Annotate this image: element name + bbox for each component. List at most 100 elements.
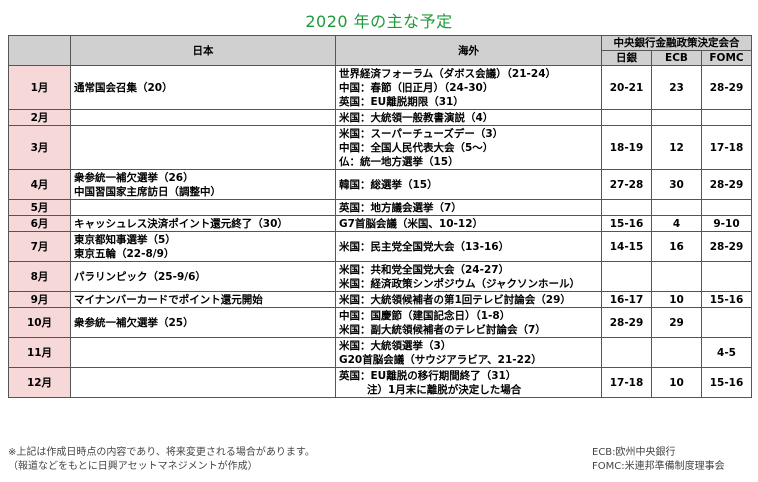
table-row: 9月 マイナンバーカードでポイント還元開始 米国：大統領候補者の第1回テレビ討論会（…	[8, 291, 753, 308]
ecb-meeting-cell: 16	[651, 231, 702, 262]
overseas-event: 仏：統一地方選挙（15）	[339, 155, 459, 168]
japan-events-cell: 通常国会召集（20）	[70, 65, 336, 110]
month-cell: 3月	[8, 125, 71, 170]
table-row: 11月 米国：大統領選挙（3） G20首脳会議（サウジアラビア、21-22） 4-5	[8, 337, 753, 368]
japan-event: 衆参統一補欠選挙（25）	[74, 316, 194, 329]
japan-event: 中国習国家主席訪日（調整中）	[74, 185, 221, 198]
overseas-event: 世界経済フォーラム（ダボス会議）（21-24）	[339, 67, 557, 80]
boj-meeting-cell: 28-29	[601, 307, 652, 338]
overseas-events-cell: 世界経済フォーラム（ダボス会議）（21-24） 中国：春節（旧正月）（24-30）…	[335, 65, 602, 110]
overseas-event: 米国：大統領候補者の第1回テレビ討論会（29）	[339, 293, 571, 306]
overseas-events-cell: 米国：大統領一般教書演説（4）	[335, 109, 602, 126]
boj-meeting-cell	[601, 199, 652, 216]
japan-events-cell: 東京都知事選挙（5） 東京五輪（22-8/9）	[70, 231, 336, 262]
fomc-meeting-cell: 28-29	[700, 231, 753, 262]
ecb-meeting-cell: 12	[651, 125, 702, 170]
overseas-events-cell: 米国：大統領候補者の第1回テレビ討論会（29）	[335, 291, 602, 308]
japan-events-cell	[70, 199, 336, 216]
overseas-event: 米国：共和党全国党大会（24-27）	[339, 263, 510, 276]
footnote-fomc: FOMC:米連邦準備制度理事会	[592, 461, 725, 472]
month-cell: 7月	[8, 231, 71, 262]
ecb-meeting-cell: 23	[651, 65, 702, 110]
japan-event: 通常国会召集（20）	[74, 81, 173, 94]
table-row: 10月 衆参統一補欠選挙（25） 中国：国慶節（建国記念日）（1-8） 米国：副大統領…	[8, 307, 753, 338]
fomc-meeting-cell: 28-29	[700, 169, 753, 200]
boj-meeting-cell: 18-19	[601, 125, 652, 170]
japan-event: 東京都知事選挙（5）	[74, 233, 176, 246]
overseas-event: 中国：国慶節（建国記念日）（1-8）	[339, 309, 511, 322]
overseas-events-cell: 米国：共和党全国党大会（24-27） 米国：経済政策シンポジウム（ジャクソンホール…	[335, 261, 602, 292]
japan-event: マイナンバーカードでポイント還元開始	[74, 293, 263, 306]
overseas-event: 米国：経済政策シンポジウム（ジャクソンホール）	[339, 277, 580, 290]
overseas-event: 米国：大統領選挙（3）	[339, 339, 452, 352]
table-row: 7月 東京都知事選挙（5） 東京五輪（22-8/9） 米国：民主党全国党大会（13-1…	[8, 231, 753, 262]
overseas-event: 英国：EU離脱期限（31）	[339, 95, 464, 108]
overseas-events-cell: 米国：大統領選挙（3） G20首脳会議（サウジアラビア、21-22）	[335, 337, 602, 368]
table-row: 8月 パラリンピック（25-9/6） 米国：共和党全国党大会（24-27） 米国：経済…	[8, 261, 753, 292]
japan-events-cell: マイナンバーカードでポイント還元開始	[70, 291, 336, 308]
ecb-meeting-cell: 10	[651, 367, 702, 398]
month-cell: 10月	[8, 307, 71, 338]
boj-meeting-cell: 17-18	[601, 367, 652, 398]
overseas-event: 韓国：総選挙（15）	[339, 178, 438, 191]
month-cell: 4月	[8, 169, 71, 200]
japan-event: 東京五輪（22-8/9）	[74, 247, 175, 260]
overseas-event: 注）1月末に離脱が決定した場合	[367, 383, 522, 396]
overseas-event: G7首脳会議（米国、10-12）	[339, 217, 484, 230]
table-row: 2月 米国：大統領一般教書演説（4）	[8, 109, 753, 126]
month-cell: 6月	[8, 215, 71, 232]
japan-events-cell	[70, 125, 336, 170]
japan-event: 衆参統一補欠選挙（26）	[74, 171, 194, 184]
header-month	[8, 35, 71, 66]
japan-event: キャッシュレス決済ポイント還元終了（30）	[74, 217, 288, 230]
header-japan: 日本	[70, 35, 336, 66]
footnote-ecb: ECB:欧州中央銀行	[592, 447, 676, 458]
footnote-source: （報道などをもとに日興アセットマネジメントが作成）	[8, 461, 258, 472]
fomc-meeting-cell: 17-18	[700, 125, 753, 170]
japan-events-cell	[70, 337, 336, 368]
japan-events-cell: 衆参統一補欠選挙（26） 中国習国家主席訪日（調整中）	[70, 169, 336, 200]
overseas-events-cell: 英国：EU離脱の移行期間終了（31） 注）1月末に離脱が決定した場合	[335, 367, 602, 398]
overseas-events-cell: 韓国：総選挙（15）	[335, 169, 602, 200]
month-cell: 1月	[8, 65, 71, 110]
boj-meeting-cell	[601, 337, 652, 368]
boj-meeting-cell	[601, 109, 652, 126]
boj-meeting-cell: 14-15	[601, 231, 652, 262]
japan-events-cell: パラリンピック（25-9/6）	[70, 261, 336, 292]
table-row: 4月 衆参統一補欠選挙（26） 中国習国家主席訪日（調整中） 韓国：総選挙（15） 27…	[8, 169, 753, 200]
overseas-event: G20首脳会議（サウジアラビア、21-22）	[339, 353, 542, 366]
table-row: 3月 米国：スーパーチューズデー（3） 中国：全国人民代表大会（5～） 仏：統一地方選…	[8, 125, 753, 170]
overseas-events-cell: 英国：地方議会選挙（7）	[335, 199, 602, 216]
table-row: 12月 英国：EU離脱の移行期間終了（31） 注）1月末に離脱が決定した場合 17-1…	[8, 367, 753, 398]
overseas-event: 米国：スーパーチューズデー（3）	[339, 127, 504, 140]
month-cell: 2月	[8, 109, 71, 126]
japan-events-cell	[70, 367, 336, 398]
header-central-bank: 中央銀行金融政策決定会合	[600, 35, 753, 51]
page-title: 2020 年の主な予定	[305, 12, 453, 31]
overseas-event: 英国：地方議会選挙（7）	[339, 201, 462, 214]
overseas-events-cell: 中国：国慶節（建国記念日）（1-8） 米国：副大統領候補者のテレビ討論会（7）	[335, 307, 602, 338]
overseas-event: 米国：大統領一般教書演説（4）	[339, 111, 494, 124]
ecb-meeting-cell: 4	[651, 215, 702, 232]
header-fomc: FOMC	[700, 50, 753, 66]
overseas-event: 米国：副大統領候補者のテレビ討論会（7）	[339, 323, 546, 336]
fomc-meeting-cell: 15-16	[700, 367, 753, 398]
ecb-meeting-cell: 30	[651, 169, 702, 200]
month-cell: 8月	[8, 261, 71, 292]
header-ecb: ECB	[651, 50, 702, 66]
ecb-meeting-cell	[651, 261, 702, 292]
fomc-meeting-cell	[700, 261, 753, 292]
overseas-event: 英国：EU離脱の移行期間終了（31）	[339, 369, 517, 382]
header-overseas: 海外	[335, 35, 602, 66]
fomc-meeting-cell: 15-16	[700, 291, 753, 308]
boj-meeting-cell: 27-28	[601, 169, 652, 200]
footnote-disclaimer: ※上記は作成日時点の内容であり、将来変更される場合があります。	[8, 447, 315, 458]
overseas-events-cell: 米国：民主党全国党大会（13-16）	[335, 231, 602, 262]
table-row: 5月 英国：地方議会選挙（7）	[8, 199, 753, 216]
japan-events-cell: キャッシュレス決済ポイント還元終了（30）	[70, 215, 336, 232]
japan-events-cell	[70, 109, 336, 126]
fomc-meeting-cell	[700, 307, 753, 338]
ecb-meeting-cell	[651, 109, 702, 126]
fomc-meeting-cell	[700, 109, 753, 126]
overseas-events-cell: G7首脳会議（米国、10-12）	[335, 215, 602, 232]
